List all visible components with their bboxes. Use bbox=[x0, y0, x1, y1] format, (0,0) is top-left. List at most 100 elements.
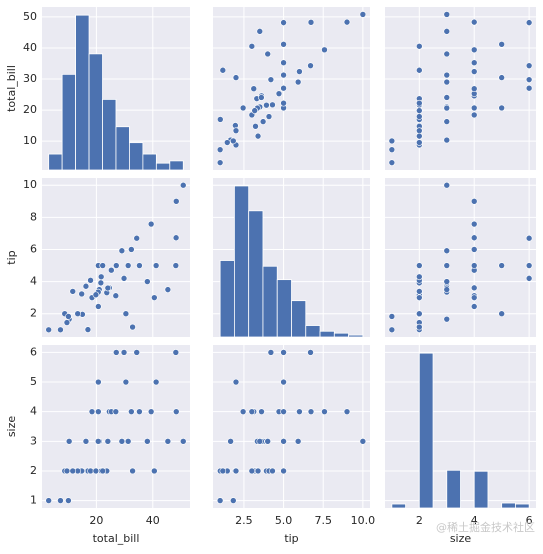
scatter-point bbox=[416, 132, 423, 140]
scatter-point bbox=[216, 146, 224, 153]
panel bbox=[385, 178, 536, 337]
hist-bar bbox=[48, 153, 63, 171]
scatter-point bbox=[443, 118, 451, 125]
scatter-point bbox=[470, 234, 478, 242]
hist-bar bbox=[305, 325, 321, 338]
scatter-point bbox=[443, 278, 451, 285]
scatter-point bbox=[470, 85, 478, 93]
scatter-point bbox=[443, 181, 451, 189]
hist-bar bbox=[391, 503, 406, 509]
y-tick-label: 6 bbox=[30, 242, 37, 255]
scatter-point bbox=[388, 159, 396, 166]
scatter-point bbox=[256, 28, 264, 35]
scatter-point bbox=[118, 247, 126, 255]
scatter-point bbox=[151, 467, 158, 475]
scatter-point bbox=[470, 220, 478, 228]
scatter-point bbox=[416, 107, 423, 114]
scatter-point bbox=[470, 104, 478, 112]
scatter-point bbox=[525, 262, 533, 269]
scatter-point bbox=[172, 234, 180, 242]
panel bbox=[213, 345, 370, 508]
scatter-point bbox=[280, 19, 287, 26]
scatter-point bbox=[525, 62, 533, 69]
panel bbox=[213, 7, 370, 170]
scatter-point bbox=[172, 408, 180, 415]
scatter-point bbox=[74, 310, 82, 318]
scatter-point bbox=[470, 303, 478, 310]
scatter-point bbox=[95, 378, 102, 386]
scatter-point bbox=[280, 40, 287, 48]
scatter-point bbox=[95, 303, 102, 310]
scatter-point bbox=[470, 246, 478, 253]
scatter-point bbox=[57, 326, 64, 334]
scatter-point bbox=[84, 326, 92, 333]
scatter-point bbox=[388, 146, 396, 153]
scatter-point bbox=[470, 294, 478, 301]
scatter-point bbox=[443, 286, 451, 293]
scatter-point bbox=[112, 292, 120, 300]
scatter-point bbox=[388, 326, 396, 334]
scatter-point bbox=[57, 497, 64, 504]
scatter-point bbox=[239, 104, 247, 112]
scatter-point bbox=[179, 181, 187, 189]
scatter-point bbox=[443, 247, 451, 255]
scatter-point bbox=[133, 234, 141, 242]
scatter-point bbox=[470, 46, 478, 54]
scatter-point bbox=[280, 438, 287, 445]
scatter-point bbox=[416, 288, 423, 295]
scatter-point bbox=[525, 84, 533, 92]
y-tick-label: 2 bbox=[30, 464, 37, 477]
y-tick-label: 6 bbox=[30, 345, 37, 358]
y-tick-label: 10 bbox=[23, 178, 37, 191]
scatter-point bbox=[112, 408, 120, 415]
y-tick-label: 10 bbox=[23, 134, 37, 147]
hist-bar bbox=[248, 210, 264, 338]
scatter-point bbox=[470, 111, 478, 119]
scatter-point bbox=[470, 59, 478, 66]
scatter-point bbox=[269, 467, 276, 475]
scatter-point bbox=[232, 378, 240, 386]
scatter-point bbox=[264, 438, 272, 445]
hist-bar bbox=[319, 330, 335, 338]
hist-bar bbox=[142, 153, 157, 171]
scatter-point bbox=[416, 127, 423, 134]
scatter-point bbox=[104, 284, 112, 292]
scatter-point bbox=[65, 313, 72, 320]
scatter-point bbox=[267, 76, 275, 83]
scatter-point bbox=[232, 467, 240, 475]
scatter-point bbox=[280, 467, 287, 475]
hist-bar bbox=[276, 279, 292, 338]
scatter-point bbox=[99, 467, 106, 475]
hist-bar bbox=[234, 185, 250, 338]
scatter-point bbox=[82, 282, 90, 290]
scatter-point bbox=[443, 78, 451, 86]
x-tick-label: 2.5 bbox=[235, 514, 253, 527]
scatter-point bbox=[97, 279, 105, 287]
scatter-point bbox=[144, 438, 151, 445]
scatter-point bbox=[172, 349, 180, 356]
scatter-point bbox=[280, 408, 287, 415]
y-tick-label: 1 bbox=[30, 494, 37, 507]
scatter-point bbox=[122, 310, 130, 318]
scatter-point bbox=[359, 11, 367, 18]
scatter-point bbox=[307, 349, 314, 356]
scatter-point bbox=[164, 438, 172, 445]
scatter-point bbox=[443, 104, 451, 112]
y-tick-label: 5 bbox=[30, 375, 37, 388]
scatter-point bbox=[443, 315, 451, 323]
scatter-point bbox=[129, 467, 136, 475]
scatter-point bbox=[147, 408, 155, 415]
scatter-point bbox=[172, 197, 180, 205]
scatter-point bbox=[280, 71, 287, 79]
scatter-point bbox=[94, 438, 102, 445]
scatter-point bbox=[280, 84, 287, 92]
scatter-point bbox=[498, 74, 505, 81]
scatter-point bbox=[470, 18, 478, 26]
panel bbox=[42, 178, 190, 337]
scatter-point bbox=[45, 497, 52, 504]
scatter-point bbox=[443, 11, 451, 18]
scatter-point bbox=[97, 273, 105, 281]
scatter-point bbox=[87, 277, 94, 284]
y-tick-label: 3 bbox=[30, 434, 37, 447]
